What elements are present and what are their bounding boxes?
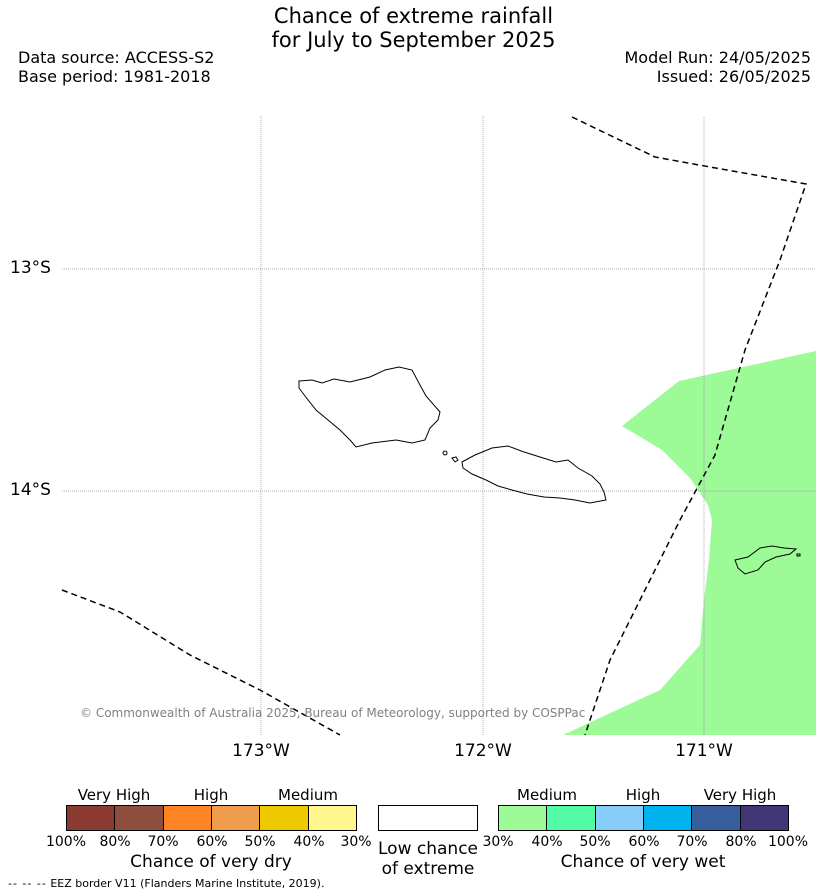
dry-legend-title: Chance of very dry <box>130 852 292 872</box>
dry-category-high: High <box>193 786 229 804</box>
apolima-island <box>442 450 448 456</box>
medium-wet-region <box>563 351 816 735</box>
wet-swatch-50-60 <box>595 806 644 830</box>
wet-tick: 40% <box>531 834 563 850</box>
dry-swatch-40-30 <box>308 806 356 830</box>
wet-category-very-high: Very High <box>703 786 777 804</box>
dry-swatch-50-40 <box>260 806 309 830</box>
dry-swatch-80-70 <box>115 806 164 830</box>
dry-tick: 40% <box>293 834 325 850</box>
low-chance-label: Low chance of extreme <box>362 839 494 879</box>
wet-tick: 70% <box>676 834 708 850</box>
dry-tick: 70% <box>147 834 179 850</box>
wet-legend-title: Chance of very wet <box>560 852 726 872</box>
dry-category-very-high: Very High <box>77 786 151 804</box>
eez-border-west <box>61 589 341 736</box>
model-run-label: Model Run: 24/05/2025 <box>624 48 812 67</box>
issued-label: Issued: 26/05/2025 <box>656 67 811 86</box>
gridlines <box>62 116 816 735</box>
title-line-1: Chance of extreme rainfall <box>273 4 554 28</box>
title-line-2: for July to September 2025 <box>271 28 556 52</box>
base-period-label: Base period: 1981-2018 <box>18 67 211 86</box>
dry-tick: 80% <box>99 834 131 850</box>
dry-tick: 100% <box>45 834 87 850</box>
header-right: Model Run: 24/05/2025 Issued: 26/05/2025 <box>625 48 812 86</box>
wet-category-medium: Medium <box>517 786 577 804</box>
eez-border-samoa-north <box>571 116 807 736</box>
savaii-island <box>298 366 441 448</box>
wet-swatch-60-70 <box>643 806 693 830</box>
wet-swatch-80-100 <box>740 806 788 830</box>
lon-label-173w: 173°W <box>232 741 290 761</box>
lat-label-13s: 13°S <box>10 258 51 278</box>
eez-borders <box>61 116 807 736</box>
chart-title: Chance of extreme rainfall for July to S… <box>0 4 827 52</box>
footer-text: EEZ border V11 (Flanders Marine Institut… <box>50 877 325 890</box>
wet-category-high: High <box>625 786 661 804</box>
lon-label-172w: 172°W <box>454 741 512 761</box>
footer-note: -- -- -- EEZ border V11 (Flanders Marine… <box>8 877 324 890</box>
header-left: Data source: ACCESS-S2 Base period: 1981… <box>18 48 214 86</box>
dry-tick: 50% <box>244 834 276 850</box>
wet-tick: 80% <box>725 834 757 850</box>
wet-colorbar <box>498 805 789 831</box>
lon-label-171w: 171°W <box>675 741 733 761</box>
low-chance-line-1: Low chance <box>378 839 478 859</box>
manono-island <box>451 456 459 463</box>
dry-tick: 30% <box>340 834 372 850</box>
lat-label-14s: 14°S <box>10 480 51 500</box>
dry-category-medium: Medium <box>278 786 338 804</box>
dry-swatch-70-60 <box>163 806 212 830</box>
wet-tick: 100% <box>767 834 809 850</box>
dry-tick: 60% <box>196 834 228 850</box>
aunuu-island <box>796 553 801 557</box>
low-chance-line-2: of extreme <box>381 859 475 879</box>
wet-tick: 60% <box>628 834 660 850</box>
dry-colorbar <box>66 805 357 831</box>
dry-swatch-100-80 <box>67 806 116 830</box>
copyright-notice: © Commonwealth of Australia 2025, Bureau… <box>80 706 586 720</box>
wet-swatch-30-40 <box>499 806 548 830</box>
low-chance-swatch <box>378 805 478 831</box>
data-source-label: Data source: ACCESS-S2 <box>18 48 215 67</box>
wet-swatch-70-80 <box>692 806 741 830</box>
tutuila-island <box>734 545 798 575</box>
eez-dash-symbol: -- -- -- <box>8 877 47 890</box>
dry-swatch-60-50 <box>211 806 261 830</box>
wet-tick: 50% <box>579 834 611 850</box>
wet-tick: 30% <box>482 834 514 850</box>
upolu-island <box>461 445 607 504</box>
wet-swatch-40-50 <box>547 806 596 830</box>
coastlines <box>298 366 801 575</box>
